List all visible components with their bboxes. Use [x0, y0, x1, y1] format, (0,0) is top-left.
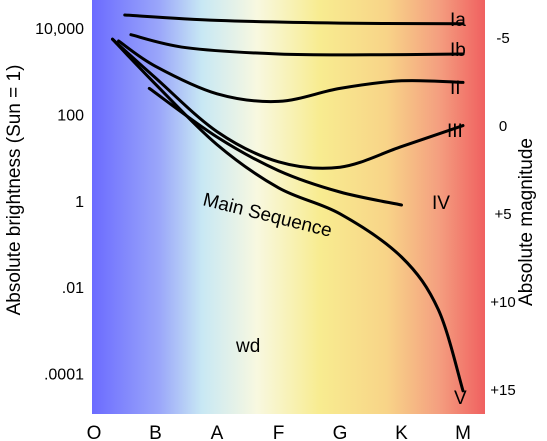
- x-tick-label: A: [211, 423, 224, 441]
- class-label-v: V: [454, 388, 467, 409]
- class-label-ia: Ia: [450, 10, 466, 31]
- y-right-tick-label: 0: [499, 118, 507, 135]
- y-right-tick-label: +15: [490, 382, 515, 399]
- luminosity-class-curves: [111, 13, 465, 393]
- y-axis-right-ticks: -5 0 +5 +10 +15: [490, 30, 515, 399]
- x-tick-label: F: [273, 423, 285, 441]
- y-left-tick-label: 10,000: [35, 21, 84, 38]
- y-left-tick-label: 100: [57, 107, 84, 124]
- y-right-tick-label: -5: [496, 30, 509, 47]
- x-tick-label: O: [87, 423, 102, 441]
- series-line-main-sequence: [111, 37, 465, 393]
- x-tick-label: B: [149, 423, 162, 441]
- y-left-tick-label: 1: [75, 194, 84, 211]
- series-line-iii: [111, 37, 465, 170]
- x-tick-label: K: [395, 423, 408, 441]
- y-axis-right-title: Absolute magnitude: [516, 138, 537, 306]
- y-axis-left-ticks: 10,000 100 1 .01 .0001: [35, 21, 84, 384]
- class-label-iii: III: [447, 121, 463, 142]
- x-tick-label: M: [455, 423, 471, 441]
- series-line-ib: [129, 33, 465, 57]
- x-tick-label: G: [333, 423, 348, 441]
- class-label-ib: Ib: [450, 40, 466, 61]
- y-right-tick-label: +5: [494, 206, 511, 223]
- class-label-ii: II: [450, 78, 461, 99]
- y-axis-left-title: Absolute brightness (Sun = 1): [4, 65, 25, 316]
- y-left-tick-label: .01: [62, 280, 84, 297]
- series-line-ia: [123, 13, 465, 26]
- y-left-tick-label: .0001: [44, 367, 84, 384]
- y-right-tick-label: +10: [490, 294, 515, 311]
- series-line-ii: [117, 39, 465, 104]
- annotation-wd: wd: [235, 336, 260, 357]
- class-label-iv: IV: [432, 193, 450, 214]
